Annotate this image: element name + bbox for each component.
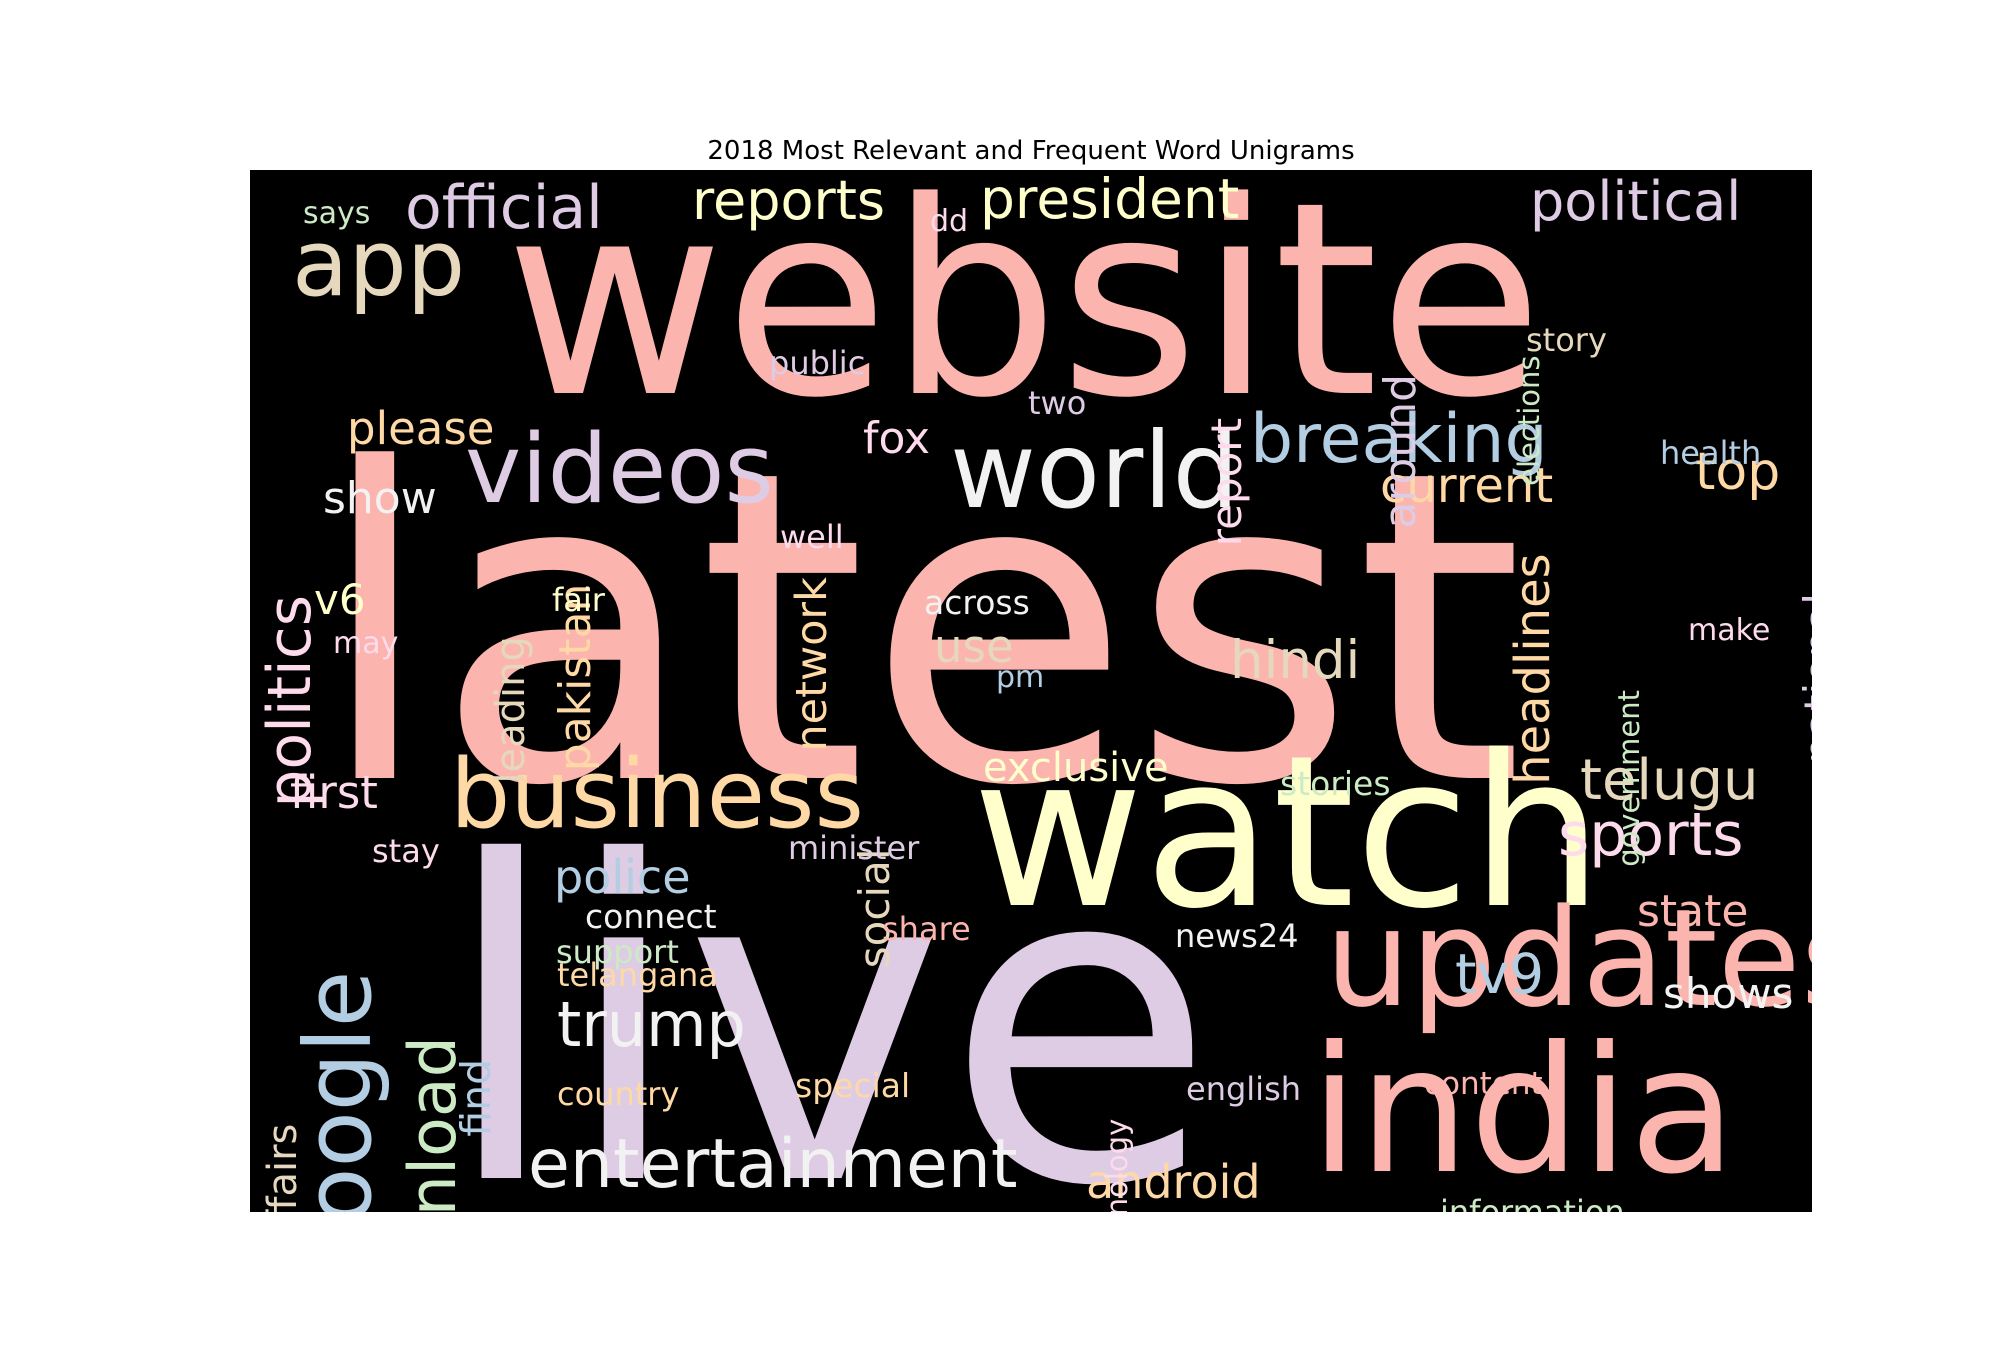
word-breaking: breaking [1250,400,1548,479]
word-president: president [980,170,1239,231]
word-english: english [1186,1070,1301,1108]
word-special: special [795,1066,910,1105]
word-dd: dd [930,204,968,239]
word-cloud-canvas: latestwebsitelivewatchindiaupdatesworldb… [255,170,1812,1212]
word-shows: shows [1663,969,1793,1018]
word-videos: videos [465,415,774,525]
word-telugu: telugu [1580,748,1759,813]
word-state: state [1637,886,1748,937]
word-technology: technology [1100,1119,1134,1212]
chart-title: 2018 Most Relevant and Frequent Word Uni… [707,136,1355,166]
word-live: live [440,770,1216,1212]
word-information: information [1440,1193,1625,1212]
word-trump: trump [557,988,746,1061]
word-fox: fox [863,413,930,464]
word-app: app [292,210,465,317]
word-around: around [1375,374,1426,529]
word-political: political [1530,170,1741,233]
word-business: business [450,740,864,850]
word-find: find [452,1059,500,1137]
word-headlines: headlines [1505,553,1561,784]
word-v6: v6 [314,575,366,624]
word-website: website [505,170,1543,457]
word-google: google [285,971,392,1212]
word-minister: minister [788,829,920,867]
word-country: country [557,1075,679,1113]
word-exclusive: exclusive [983,745,1169,791]
word-well: well [780,518,844,556]
word-first: first [290,766,378,819]
word-says: says [303,196,370,231]
word-current: current [1380,458,1553,514]
word-stories: stories [1280,764,1391,803]
word-pm: pm [996,660,1044,695]
word-stay: stay [372,832,440,870]
word-police: police [554,850,691,904]
word-cloud: latestwebsitelivewatchindiaupdatesworldb… [250,170,1812,1212]
word-reports: reports [692,170,885,232]
word-android: android [1086,1155,1261,1209]
word-pakistan: pakistan [550,584,601,772]
word-latest: latest [315,380,1524,880]
word-report: report [1202,418,1251,546]
word-make: make [1688,613,1770,648]
word-connect: connect [585,897,717,936]
word-world: world [950,410,1239,532]
word-news24: news24 [1175,917,1299,955]
word-show: show [323,473,437,524]
word-support: support [556,933,679,971]
word-politics: politics [255,595,325,808]
word-share: share [882,910,971,948]
word-may: may [333,626,398,661]
word-leading: leading [488,636,534,783]
word-entertainment: entertainment [528,1125,1018,1204]
word-network: network [787,577,837,752]
word-affairs: affairs [260,1124,306,1212]
word-national: national [1795,593,1812,763]
word-telangana: telangana [557,956,718,994]
word-india: india [1310,1010,1736,1212]
word-download: download [396,1036,471,1212]
word-health: health [1660,434,1761,472]
word-elections: elections [1512,355,1546,485]
word-hindi: hindi [1230,630,1360,691]
word-please: please [347,402,494,455]
word-official: official [405,173,603,243]
word-sports: sports [1558,800,1744,870]
word-content: content [1424,1066,1543,1102]
word-fair: fair [552,581,606,619]
word-story: story [1526,321,1607,359]
word-top: top [1695,442,1780,502]
word-watch: watch [972,710,1603,955]
word-use: use [934,620,1014,673]
word-two: two [1028,384,1086,422]
word-updates: updates [1325,880,1812,1037]
word-public: public [769,344,865,382]
word-tv9: tv9 [1455,942,1544,1006]
word-social: social [850,848,899,968]
word-government: government [1612,690,1646,867]
word-across: across [924,583,1030,622]
